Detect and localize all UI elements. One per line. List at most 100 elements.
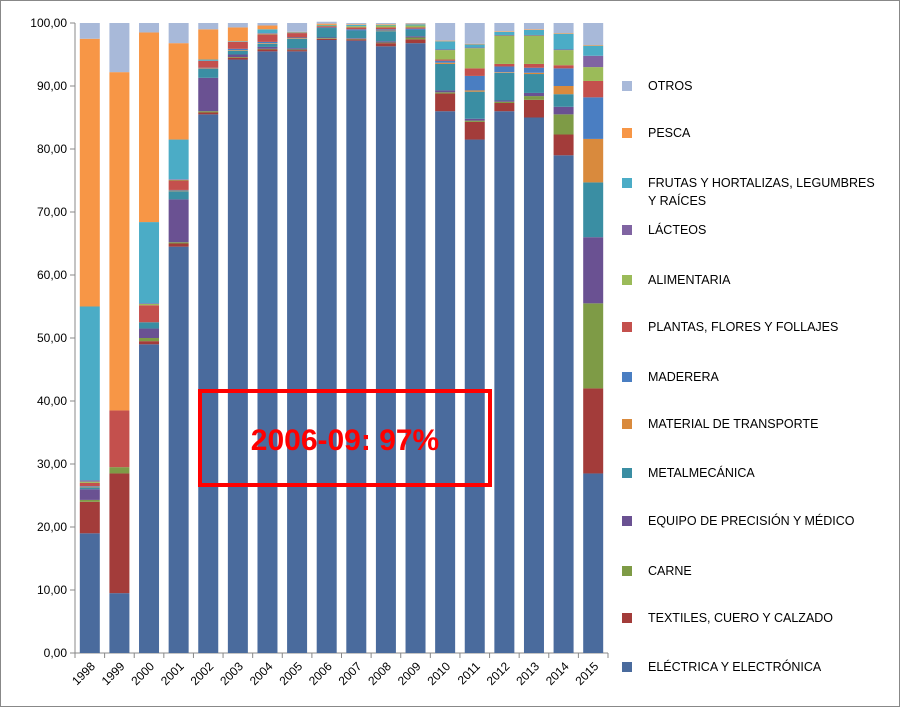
legend-label: CARNE (648, 564, 692, 578)
bar-segment (257, 43, 278, 47)
bar-segment (405, 23, 426, 24)
bar-segment (435, 111, 456, 653)
bar-segment (346, 24, 367, 27)
bar-segment (109, 23, 130, 73)
bar-segment (523, 35, 544, 64)
bar-segment (346, 23, 367, 25)
bar-segment (464, 23, 485, 44)
bar-segment (435, 40, 456, 42)
bar-segment (346, 40, 367, 653)
bar-segment (227, 54, 248, 58)
bar-segment (375, 31, 396, 42)
bar-segment (553, 86, 574, 95)
bar-segment (257, 51, 278, 654)
bar-segment (583, 388, 604, 474)
x-tick-label: 2001 (158, 659, 187, 688)
bar-segment (257, 41, 278, 44)
bar-segment (346, 24, 367, 25)
bar-segment (583, 473, 604, 653)
bar-segment (583, 138, 604, 183)
y-tick-label: 0,00 (44, 646, 68, 660)
bar-segment (139, 32, 160, 223)
bar-segment (435, 92, 456, 94)
annotation-box (198, 389, 492, 487)
bar-segment (464, 48, 485, 69)
y-tick-label: 60,00 (37, 268, 67, 282)
y-tick-label: 20,00 (37, 520, 67, 534)
bar-segment (553, 94, 574, 107)
bar-segment (109, 593, 130, 653)
legend-item: METALMECÁNICA (622, 464, 884, 482)
legend-swatch (622, 128, 632, 138)
bar-segment (435, 41, 456, 50)
bar-segment (198, 60, 219, 68)
bar-segment (375, 24, 396, 25)
bar-segment (435, 93, 456, 112)
bar-segment (494, 72, 515, 101)
legend-swatch (622, 613, 632, 623)
bar-segment (168, 23, 189, 44)
bar-segment (168, 179, 189, 180)
bar-segment (79, 482, 100, 487)
y-tick-label: 30,00 (37, 457, 67, 471)
bar-segment (553, 33, 574, 50)
bar-segment (168, 199, 189, 243)
bar-segment (227, 23, 248, 28)
bar-segment (523, 23, 544, 30)
bar-segment (287, 31, 308, 33)
bar-segment (287, 48, 308, 50)
bar-segment (168, 139, 189, 180)
bar-segment (227, 50, 248, 55)
bar-segment (435, 59, 456, 61)
bar-segment (464, 139, 485, 654)
bar-segment (375, 30, 396, 32)
legend-label: MADERERA (648, 370, 719, 384)
bar-segment (494, 111, 515, 653)
legend-swatch (622, 372, 632, 382)
legend-swatch (622, 468, 632, 478)
bar-segment (198, 68, 219, 69)
bar-segment (139, 338, 160, 342)
legend-label: ELÉCTRICA Y ELECTRÓNICA (648, 660, 822, 674)
legend-item: MATERIAL DE TRANSPORTE (622, 415, 884, 433)
x-tick-label: 2014 (543, 659, 572, 688)
legend-item: TEXTILES, CUERO Y CALZADO (622, 609, 884, 627)
legend-label: LÁCTEOS (648, 223, 707, 237)
bar-segment (553, 23, 574, 34)
bar-segment (257, 23, 278, 26)
bar-segment (494, 35, 515, 64)
bar-segment (257, 33, 278, 35)
bar-segment (287, 32, 308, 34)
legend-label: MATERIAL DE TRANSPORTE (648, 417, 819, 431)
bar-segment (79, 306, 100, 481)
bar-segment (553, 68, 574, 86)
bar-segment (553, 65, 574, 69)
bar-segment (79, 481, 100, 483)
bar-segment (79, 486, 100, 488)
x-tick-label: 2010 (424, 659, 453, 688)
bar-segment (523, 34, 544, 36)
bar-segment (346, 29, 367, 31)
bar-segment (168, 189, 189, 191)
legend-swatch (622, 178, 632, 188)
legend-swatch (622, 322, 632, 332)
legend-item: OTROS (622, 77, 884, 95)
x-tick-label: 2015 (573, 659, 602, 688)
bar-segment (553, 50, 574, 66)
bar-segment (168, 180, 189, 190)
x-tick-label: 1999 (99, 659, 128, 688)
bar-segment (257, 33, 278, 34)
legend-item: ALIMENTARIA (622, 271, 884, 289)
bar-segment (553, 134, 574, 156)
bar-segment (287, 38, 308, 39)
bar-segment (405, 23, 426, 25)
bar-segment (316, 24, 337, 26)
bar-segment (494, 103, 515, 112)
bar-segment (198, 111, 219, 113)
bar-segment (464, 91, 485, 119)
bar-segment (583, 303, 604, 389)
bar-segment (583, 55, 604, 68)
bar-segment (523, 67, 544, 73)
bar-segment (316, 23, 337, 25)
y-tick-label: 80,00 (37, 142, 67, 156)
